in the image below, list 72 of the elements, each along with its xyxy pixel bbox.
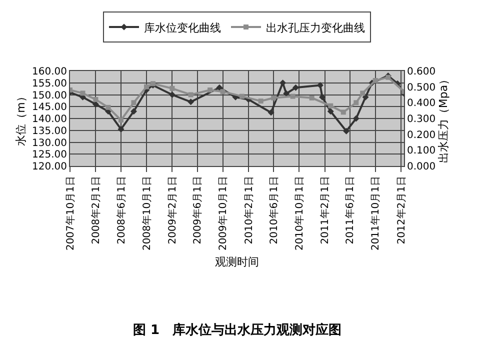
y2-tick-label: 0.200 (407, 130, 436, 141)
point (118, 118, 124, 123)
point (292, 84, 299, 91)
x-tick-label: 2009年2月1日 (166, 176, 178, 244)
point (372, 78, 378, 83)
point (80, 90, 86, 96)
point (220, 89, 226, 94)
y2-tick-label: 0.100 (407, 146, 436, 157)
x-tick-label: 2009年6月1日 (192, 176, 204, 244)
point (352, 115, 360, 122)
point (208, 88, 213, 92)
point (340, 110, 346, 115)
y2-tick-label: 0.500 (407, 82, 436, 94)
point (328, 103, 334, 108)
point (188, 92, 194, 98)
point (280, 80, 286, 86)
x-tick-label: 2009年10月1日 (217, 176, 230, 251)
y-tick-label: 130.00 (32, 138, 67, 149)
point (354, 100, 359, 106)
point (319, 94, 326, 100)
point (144, 84, 149, 90)
point (168, 92, 176, 98)
point (118, 126, 124, 132)
y2-tick-label: 0.300 (407, 114, 436, 125)
y2-tick-label: 0.600 (407, 66, 436, 78)
point (316, 82, 324, 88)
point (92, 101, 99, 108)
x-tick-label: 2011年10月1日 (370, 176, 382, 251)
point (130, 108, 137, 115)
y-tick-label: 160.00 (32, 66, 67, 78)
legend-label: 出水孔压力变化曲线 (266, 21, 365, 34)
point (362, 94, 369, 100)
x-tick-label: 2007年10月1日 (64, 176, 76, 251)
point (106, 104, 111, 110)
x-tick-label: 2011年6月1日 (344, 176, 356, 244)
x-tick-label: 2010年10月1日 (293, 176, 306, 251)
y-tick-label: 145.00 (32, 102, 67, 114)
point (188, 98, 194, 106)
point (283, 90, 290, 97)
point (170, 86, 175, 91)
y2-tick-label: 0.000 (407, 162, 436, 172)
y-axis-title: 水位（m） (14, 91, 28, 146)
point (93, 97, 98, 102)
x-tick-label: 2008年2月1日 (90, 176, 102, 244)
y-tick-label: 125.00 (32, 150, 67, 161)
point (360, 90, 366, 96)
legend-label: 库水位变化曲线 (144, 21, 221, 34)
x-axis-title: 观测时间 (215, 256, 259, 269)
point (309, 95, 314, 100)
y2-tick-label: 0.400 (407, 98, 436, 110)
y-tick-label: 135.00 (32, 126, 67, 137)
point (258, 98, 264, 104)
x-tick-label: 2008年6月1日 (115, 176, 128, 244)
point (271, 95, 276, 100)
point (240, 94, 245, 99)
x-tick-label: 2011年2月1日 (319, 176, 332, 244)
point (216, 84, 223, 91)
point (327, 108, 334, 115)
caption: 图 1 库水位与出水压力观测对应图 (133, 322, 342, 338)
y-tick-label: 140.00 (32, 114, 67, 125)
x-tick-label: 2010年6月1日 (268, 176, 280, 244)
x-tick-label: 2008年10月1日 (140, 176, 153, 251)
point (290, 94, 296, 99)
point (343, 128, 350, 134)
x-tick-label: 2010年2月1日 (242, 176, 255, 244)
y-tick-label: 155.00 (32, 78, 67, 90)
x-tick-label: 2012年2月1日 (395, 176, 408, 244)
y2-axis-title: 出水压力（Mpa） (436, 74, 450, 164)
point (268, 109, 274, 116)
point (131, 100, 136, 106)
y-tick-label: 120.00 (32, 162, 67, 172)
y-tick-label: 150.00 (32, 90, 67, 102)
